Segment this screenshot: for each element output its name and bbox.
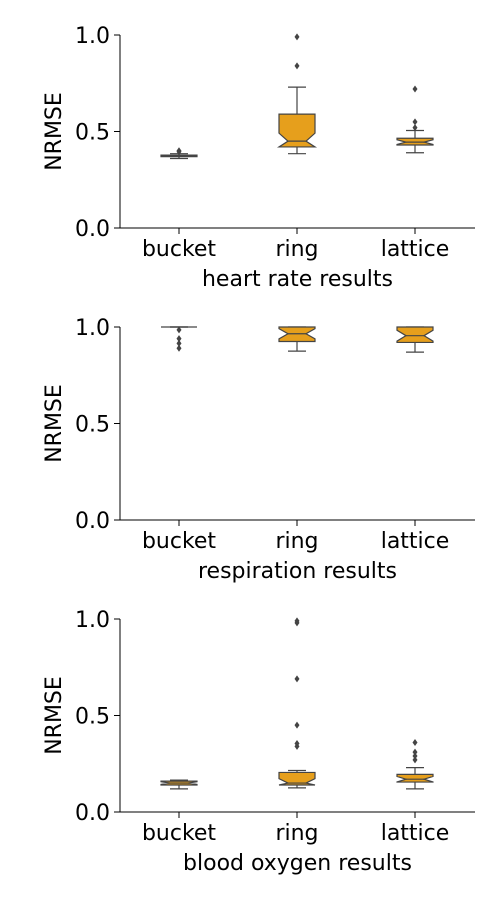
box-body [396, 773, 434, 783]
outlier-point [412, 85, 418, 93]
box-lattice [396, 85, 434, 154]
x-tick-label-bucket: bucket [142, 821, 216, 846]
outlier-point [412, 756, 418, 764]
outlier-point [294, 617, 300, 625]
y-tick-label: 0.0 [75, 217, 110, 242]
outlier-point [294, 33, 300, 41]
outlier-point [176, 335, 182, 343]
x-tick-label-bucket: bucket [142, 237, 216, 262]
y-axis-title: NRMSE [42, 676, 67, 755]
y-tick-label: 0.0 [75, 509, 110, 534]
box-ring [276, 33, 318, 155]
outlier-point [294, 721, 300, 729]
box-ring [278, 617, 316, 789]
outlier-point [176, 339, 182, 347]
outlier-point [176, 344, 182, 352]
x-tick-label-ring: ring [275, 821, 318, 846]
box-body [278, 771, 316, 786]
box-bucket [160, 779, 198, 790]
box-lattice [396, 326, 434, 353]
outlier-point [412, 124, 418, 132]
y-axis-title: NRMSE [42, 384, 67, 463]
outlier-point [412, 752, 418, 760]
outlier-point [412, 748, 418, 756]
x-tick-label-bucket: bucket [142, 529, 216, 554]
y-tick-label: 1.0 [75, 316, 110, 341]
x-axis-title: heart rate results [202, 267, 393, 292]
y-tick-label: 0.5 [75, 121, 110, 146]
chart-panel-2: 0.0 0.5 1.0 NRMSE bucket ring lattice respirati… [42, 316, 475, 584]
outlier-point [412, 739, 418, 747]
x-tick-label-lattice: lattice [381, 529, 450, 554]
y-tick-label: 1.0 [75, 608, 110, 633]
outlier-point [294, 739, 300, 747]
box-lattice [396, 739, 434, 790]
box-body [276, 113, 318, 148]
y-tick-label: 0.0 [75, 801, 110, 826]
box-bucket [161, 326, 197, 352]
outlier-point [294, 675, 300, 683]
y-axis-title: NRMSE [42, 92, 67, 171]
outlier-point [294, 62, 300, 70]
outlier-point [412, 118, 418, 126]
y-tick-label: 0.5 [75, 413, 110, 438]
x-tick-label-lattice: lattice [381, 237, 450, 262]
x-tick-label-ring: ring [275, 237, 318, 262]
box-bucket [160, 147, 198, 160]
chart-panel-3: 0.0 0.5 1.0 NRMSE bucket ring lattice blood oxy… [42, 608, 475, 876]
chart-panel-1: 0.0 0.5 1.0 NRMSE bucket ring lattice heart rat… [42, 24, 475, 292]
box-ring [278, 326, 316, 352]
x-axis-title: blood oxygen results [183, 851, 412, 876]
outlier-point [176, 147, 182, 155]
x-axis-title: respiration results [198, 559, 397, 584]
x-tick-label-ring: ring [275, 529, 318, 554]
y-tick-label: 0.5 [75, 705, 110, 730]
x-tick-label-lattice: lattice [381, 821, 450, 846]
outlier-point [176, 326, 182, 334]
box-body [396, 326, 434, 344]
y-tick-label: 1.0 [75, 24, 110, 49]
